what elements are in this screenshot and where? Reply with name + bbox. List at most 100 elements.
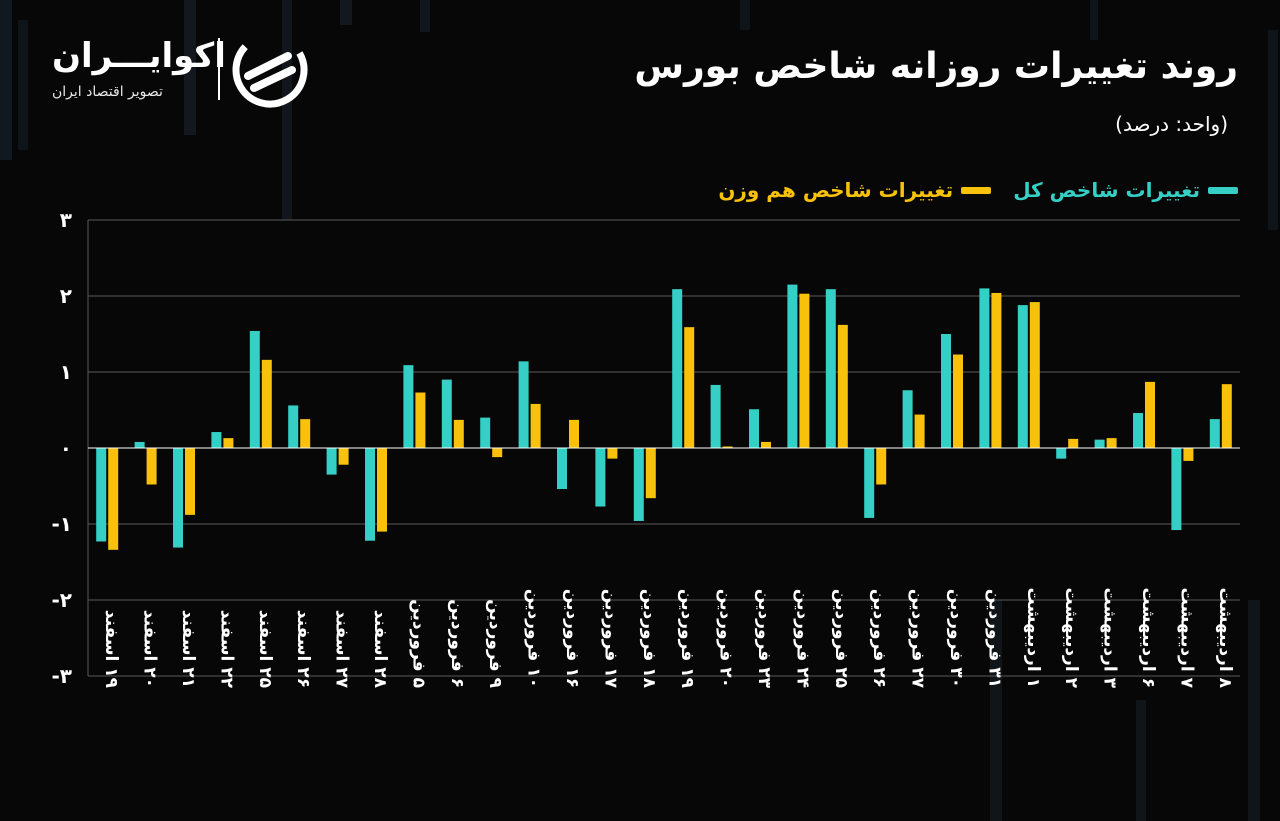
bar-equal (415, 392, 426, 448)
bar-equal (377, 448, 387, 532)
legend-swatch-equal (961, 186, 992, 194)
x-tick-label: ۱۹ اسفند (101, 610, 121, 689)
bar-total (595, 448, 606, 507)
bar-equal (607, 448, 618, 459)
bar-total (173, 448, 183, 548)
bar-total (288, 405, 299, 448)
bar-equal (876, 448, 887, 485)
bar-equal (569, 419, 579, 448)
x-tick-label: ۲۳ فروردین (754, 589, 774, 689)
bar-equal (914, 414, 925, 448)
bar-total (979, 288, 990, 448)
x-tick-label: ۲۶ فروردین (869, 589, 889, 688)
x-tick-label: ۳ اردیبهشت (1100, 588, 1120, 689)
bar-equal (684, 327, 695, 448)
bar-total (441, 379, 452, 448)
bar-total (557, 448, 567, 490)
chart-title: روند تغییرات روزانه شاخص بورس (634, 46, 1238, 87)
x-tick-label: ۱۰ فروردین (524, 589, 544, 688)
y-tick-label: -۲ (51, 588, 72, 612)
bar-total (941, 334, 951, 448)
x-tick-label: ۶ اردیبهشت (1138, 588, 1158, 689)
bar-total (749, 409, 759, 448)
unit-label: (واحد: درصد) (1115, 112, 1228, 136)
x-tick-label: ۳۱ فروردین (984, 589, 1004, 688)
bar-equal (530, 403, 541, 448)
y-tick-label: ۲ (60, 284, 72, 308)
bar-total (1056, 448, 1067, 459)
bar-total (1094, 439, 1105, 448)
bar-equal (453, 419, 464, 448)
y-tick-label: ۰ (60, 436, 72, 460)
bar-equal (722, 446, 733, 448)
legend-item-equal: تغییرات شاخص هم وزن (718, 178, 992, 202)
bar-equal (799, 293, 810, 448)
y-tick-label: -۳ (51, 664, 72, 688)
y-tick-label: ۱ (60, 360, 72, 384)
brand-mark-icon (232, 32, 308, 108)
x-tick-label: ۱۹ فروردین (677, 589, 697, 689)
x-tick-label: ۲ اردیبهشت (1061, 588, 1081, 689)
bar-equal (991, 292, 1002, 448)
brand-logo: اکوایـــران تصویر اقتصاد ایران (48, 30, 318, 110)
x-tick-label: ۹ فروردین (485, 599, 505, 688)
bar-total (1133, 413, 1143, 448)
bar-total (1209, 419, 1220, 448)
x-tick-label: ۶ فروردین (447, 599, 467, 688)
logo-divider (218, 38, 220, 100)
legend-label-equal: تغییرات شاخص هم وزن (718, 178, 954, 202)
bar-equal (492, 448, 503, 458)
x-tick-label: ۱۷ فروردین (600, 589, 620, 689)
bar-total (902, 390, 913, 448)
bar-equal (223, 438, 234, 448)
bar-total (864, 448, 875, 518)
x-tick-label: ۲۵ اسفند (255, 610, 275, 688)
bar-total (96, 448, 107, 542)
legend-swatch-total (1208, 186, 1238, 194)
x-tick-label: ۷ اردیبهشت (1176, 588, 1196, 689)
bar-equal (185, 448, 195, 515)
x-tick-label: ۱ اردیبهشت (1023, 588, 1043, 689)
bar-total (480, 417, 491, 448)
bar-total (365, 448, 375, 541)
bar-equal (1068, 438, 1079, 448)
chart-legend: تغییرات شاخص کل تغییرات شاخص هم وزن (718, 178, 1238, 202)
bar-equal (261, 359, 272, 448)
bar-total (1171, 448, 1182, 531)
bar-total (672, 289, 683, 448)
bar-total (1017, 305, 1028, 448)
x-tick-label: ۸ اردیبهشت (1215, 588, 1235, 689)
legend-label-total: تغییرات شاخص کل (1013, 178, 1200, 202)
x-tick-label: ۲۷ اسفند (332, 610, 352, 689)
bar-equal (338, 448, 349, 465)
y-tick-label: ۳ (60, 208, 72, 232)
brand-tagline: تصویر اقتصاد ایران (52, 84, 163, 100)
bar-equal (1145, 381, 1155, 448)
x-tick-label: ۵ فروردین (408, 599, 428, 688)
x-tick-label: ۲۴ فروردین (792, 589, 812, 688)
bar-total (710, 384, 721, 448)
bar-total (134, 441, 145, 448)
bar-total (825, 289, 836, 448)
bar-equal (300, 419, 311, 448)
bar-equal (837, 324, 848, 448)
x-tick-label: ۱۸ فروردین (639, 589, 659, 689)
bar-equal (108, 448, 119, 550)
x-tick-label: ۲۰ اسفند (140, 610, 160, 688)
legend-item-total: تغییرات شاخص کل (1013, 178, 1238, 202)
x-tick-label: ۲۸ اسفند (370, 610, 390, 689)
bar-total (326, 448, 337, 475)
x-tick-label: ۳۰ فروردین (946, 589, 966, 688)
bar-total (403, 365, 414, 448)
bar-equal (953, 354, 963, 448)
x-tick-label: ۲۶ اسفند (293, 610, 313, 688)
bar-total (211, 432, 222, 448)
x-tick-label: ۱۶ فروردین (562, 589, 582, 688)
bar-equal (1221, 384, 1232, 448)
bar-total (633, 448, 644, 521)
bar-equal (1183, 448, 1194, 461)
x-tick-label: ۲۱ اسفند (178, 610, 198, 688)
